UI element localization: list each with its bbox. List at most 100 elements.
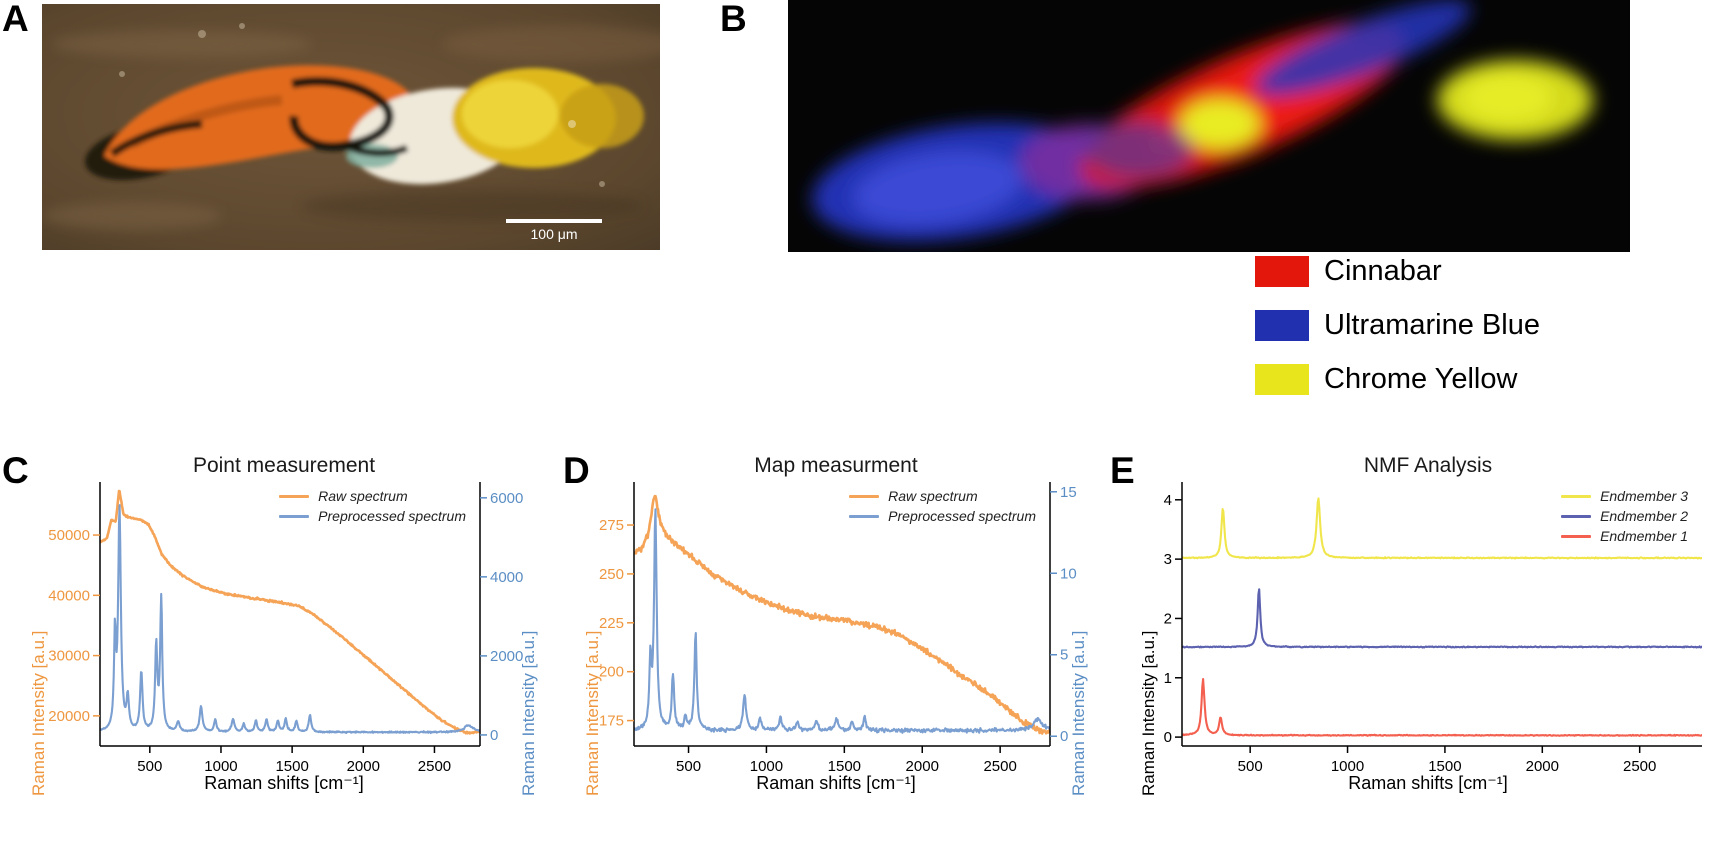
legend-item: Raw spectrum xyxy=(279,488,408,504)
axes: 20000 30000 40000 50000 0 2000 4000 6000 500 1000… xyxy=(48,482,523,775)
svg-text:50000: 50000 xyxy=(48,527,90,544)
pigment-legend-item: Ultramarine Blue xyxy=(1255,309,1540,342)
svg-text:4000: 4000 xyxy=(490,569,523,586)
series-group xyxy=(1182,497,1702,737)
cinnabar-swatch xyxy=(1255,256,1309,287)
svg-text:2500: 2500 xyxy=(1623,758,1656,775)
paint-smear xyxy=(85,65,644,185)
chrome-yellow-hotspot xyxy=(1180,99,1260,149)
legend-line-swatch xyxy=(849,514,880,518)
svg-text:1000: 1000 xyxy=(750,758,783,775)
chart-title: Map measurment xyxy=(754,454,918,477)
spectrum-endmember-3 xyxy=(1182,497,1702,560)
svg-text:250: 250 xyxy=(599,566,624,583)
svg-text:2500: 2500 xyxy=(418,758,451,775)
right-axis-label: Raman Intensity [a.u.] xyxy=(519,630,538,796)
scale-bar: 100 μm xyxy=(506,219,602,242)
svg-text:500: 500 xyxy=(676,758,701,775)
svg-text:2500: 2500 xyxy=(983,758,1016,775)
scale-bar-label: 100 μm xyxy=(530,226,578,242)
microscope-image-canvas xyxy=(42,4,660,250)
legend-item: Endmember 2 xyxy=(1561,508,1688,524)
spectrum-endmember-1 xyxy=(1182,677,1702,737)
legend-item-label: Endmember 2 xyxy=(1600,508,1688,524)
chart-title: NMF Analysis xyxy=(1363,454,1493,477)
dark-marbling xyxy=(289,77,394,152)
svg-text:200: 200 xyxy=(599,664,624,681)
pigment-legend-item: Cinnabar xyxy=(1255,255,1540,288)
pigment-label: Ultramarine Blue xyxy=(1324,309,1540,341)
svg-text:1000: 1000 xyxy=(204,758,237,775)
chrome-yellow-swatch xyxy=(1255,364,1309,395)
axes: 175 200 225 250 275 0 5 10 15 500 1000 1500 2000 2500 xyxy=(599,482,1077,775)
svg-text:1500: 1500 xyxy=(1428,758,1461,775)
series-group xyxy=(634,494,1050,735)
svg-text:2000: 2000 xyxy=(347,758,380,775)
legend-line-swatch xyxy=(849,494,880,498)
panel-a-microscope-image: 100 μm xyxy=(42,4,660,250)
chart-canvas: 175 200 225 250 275 0 5 10 15 500 1000 1500 2000 2500 xyxy=(599,482,1077,775)
svg-text:0: 0 xyxy=(1164,729,1172,746)
svg-text:15: 15 xyxy=(1060,484,1077,501)
pigment-label: Cinnabar xyxy=(1324,255,1442,287)
chart-canvas: 20000 30000 40000 50000 0 2000 4000 6000 500 1000… xyxy=(48,482,523,775)
chart-title: Point measurement xyxy=(192,454,376,477)
legend-item: Preprocessed spectrum xyxy=(279,508,466,524)
legend-item-label: Preprocessed spectrum xyxy=(888,508,1036,524)
chart-point-measurement: 20000 30000 40000 50000 0 2000 4000 6000 500 1000… xyxy=(28,448,540,796)
legend-item: Preprocessed spectrum xyxy=(849,508,1036,524)
legend-line-swatch xyxy=(279,494,310,498)
legend-item-label: Preprocessed spectrum xyxy=(318,508,466,524)
spectrum-preprocessed-spectrum xyxy=(100,504,480,735)
svg-text:500: 500 xyxy=(1238,758,1263,775)
svg-text:40000: 40000 xyxy=(48,587,90,604)
svg-text:6000: 6000 xyxy=(490,490,523,507)
orange-paint-region xyxy=(104,65,414,170)
panel-label-a: A xyxy=(2,0,29,39)
panel-b-raman-map xyxy=(788,0,1630,252)
background-texture xyxy=(42,26,660,230)
svg-text:0: 0 xyxy=(490,727,498,744)
panel-label-c: C xyxy=(2,450,29,491)
x-axis-label: Raman shifts [cm⁻¹] xyxy=(204,773,364,793)
left-axis-label: Raman Intensity [a.u.] xyxy=(1139,630,1158,796)
svg-text:3: 3 xyxy=(1164,551,1172,568)
svg-text:10: 10 xyxy=(1060,565,1077,582)
pigment-legend: Cinnabar Ultramarine Blue Chrome Yellow xyxy=(1255,255,1540,396)
scale-bar-line xyxy=(506,219,602,223)
x-axis-label: Raman shifts [cm⁻¹] xyxy=(756,773,916,793)
legend-item: Endmember 3 xyxy=(1561,488,1688,504)
svg-text:4: 4 xyxy=(1164,492,1172,509)
pigment-legend-item: Chrome Yellow xyxy=(1255,363,1540,396)
series-group xyxy=(100,489,480,735)
panel-label-b: B xyxy=(720,0,747,39)
svg-text:225: 225 xyxy=(599,615,624,632)
x-axis-label: Raman shifts [cm⁻¹] xyxy=(1348,773,1508,793)
svg-text:1500: 1500 xyxy=(275,758,308,775)
raman-map-canvas xyxy=(788,0,1630,252)
legend-line-swatch xyxy=(1561,534,1592,538)
dust-specks xyxy=(119,23,605,187)
spectrum-raw-spectrum xyxy=(100,489,480,735)
svg-text:175: 175 xyxy=(599,713,624,730)
svg-text:2000: 2000 xyxy=(906,758,939,775)
chart-legend: Raw spectrum Preprocessed spectrum xyxy=(849,488,1036,524)
left-axis-label: Raman Intensity [a.u.] xyxy=(29,630,48,796)
legend-item: Raw spectrum xyxy=(849,488,978,504)
spectrum-preprocessed-spectrum xyxy=(634,508,1050,734)
svg-text:2000: 2000 xyxy=(490,648,523,665)
legend-item-label: Endmember 1 xyxy=(1600,528,1688,544)
svg-text:1000: 1000 xyxy=(1331,758,1364,775)
legend-line-swatch xyxy=(1561,514,1592,518)
left-axis-label: Raman Intensity [a.u.] xyxy=(583,630,602,796)
panel-label-e: E xyxy=(1110,450,1135,491)
legend-line-swatch xyxy=(279,514,310,518)
svg-text:5: 5 xyxy=(1060,647,1068,664)
svg-text:30000: 30000 xyxy=(48,648,90,665)
svg-text:2000: 2000 xyxy=(1526,758,1559,775)
ultramarine-swatch xyxy=(1255,310,1309,341)
pigment-label: Chrome Yellow xyxy=(1324,363,1518,395)
spectrum-raw-spectrum xyxy=(634,494,1050,735)
legend-item-label: Raw spectrum xyxy=(318,488,408,504)
spectrum-endmember-2 xyxy=(1182,588,1702,649)
